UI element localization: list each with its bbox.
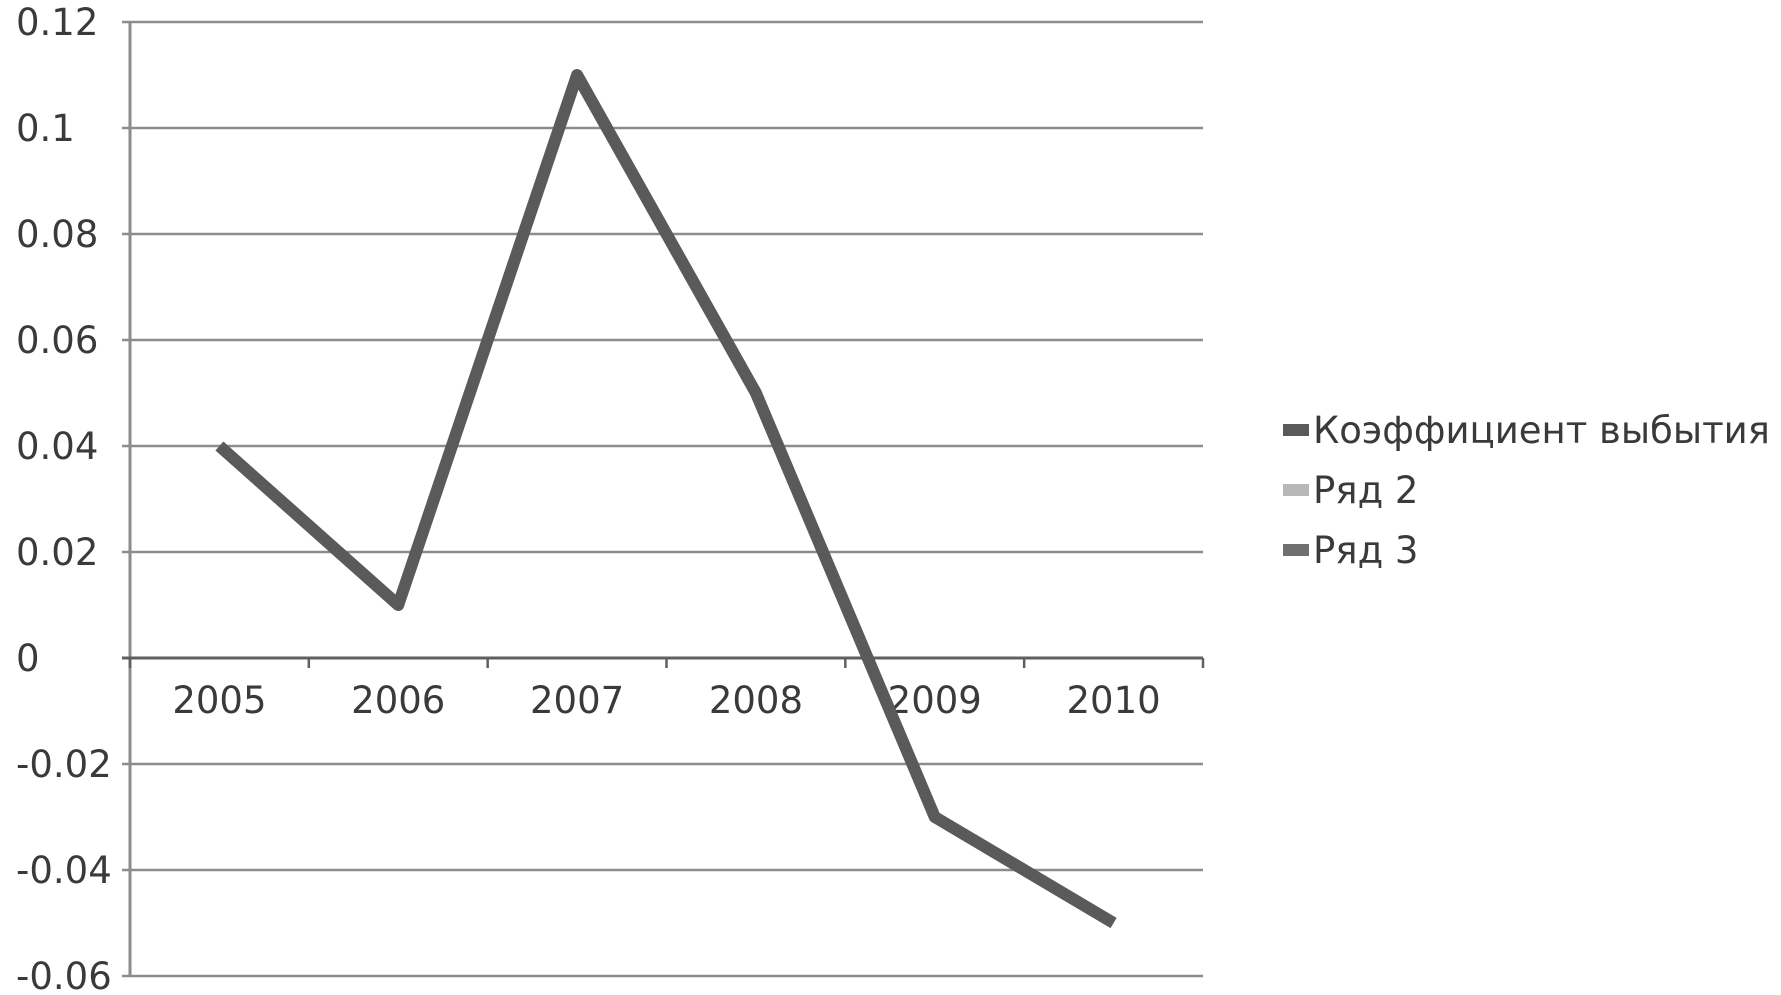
legend-label: Ряд 2 [1313,469,1418,512]
legend-label: Коэффициент выбытия [1313,409,1770,452]
x-tick-label: 2010 [1066,679,1160,722]
y-tick-label: 0 [16,637,40,680]
x-tick-label: 2006 [351,679,445,722]
legend-label: Ряд 3 [1313,529,1418,572]
gridlines [122,20,1203,978]
legend-item: Коэффициент выбытия [1283,409,1770,452]
x-axis-tick-labels: 2005 2006 2007 2008 2009 2010 [172,679,1160,722]
legend-item: Ряд 2 [1283,469,1418,512]
x-tick-label: 2007 [530,679,624,722]
axes [122,22,1205,976]
x-tick-label: 2008 [709,679,803,722]
y-tick-label: 0.02 [16,531,98,574]
y-tick-label: -0.04 [16,849,112,892]
y-tick-label: 0.08 [16,213,98,256]
y-tick-label: 0.04 [16,425,98,468]
legend: Коэффициент выбытия Ряд 2 Ряд 3 [1283,409,1770,572]
x-tick-label: 2005 [172,679,266,722]
y-tick-label: 0.06 [16,319,98,362]
series-lines [215,69,1117,929]
legend-item: Ряд 3 [1283,529,1418,572]
y-axis-tick-labels: 0.12 0.1 0.08 0.06 0.04 0.02 0 -0.02 -0.04 -0.06 [16,1,112,995]
y-tick-label: 0.1 [16,107,75,150]
y-tick-label: 0.12 [16,1,98,44]
legend-swatch [1283,484,1309,496]
series-line [215,69,1117,929]
legend-swatch [1283,544,1309,556]
legend-swatch [1283,424,1309,436]
x-tick-label: 2009 [888,679,982,722]
y-tick-label: -0.06 [16,955,112,995]
y-tick-label: -0.02 [16,743,112,786]
